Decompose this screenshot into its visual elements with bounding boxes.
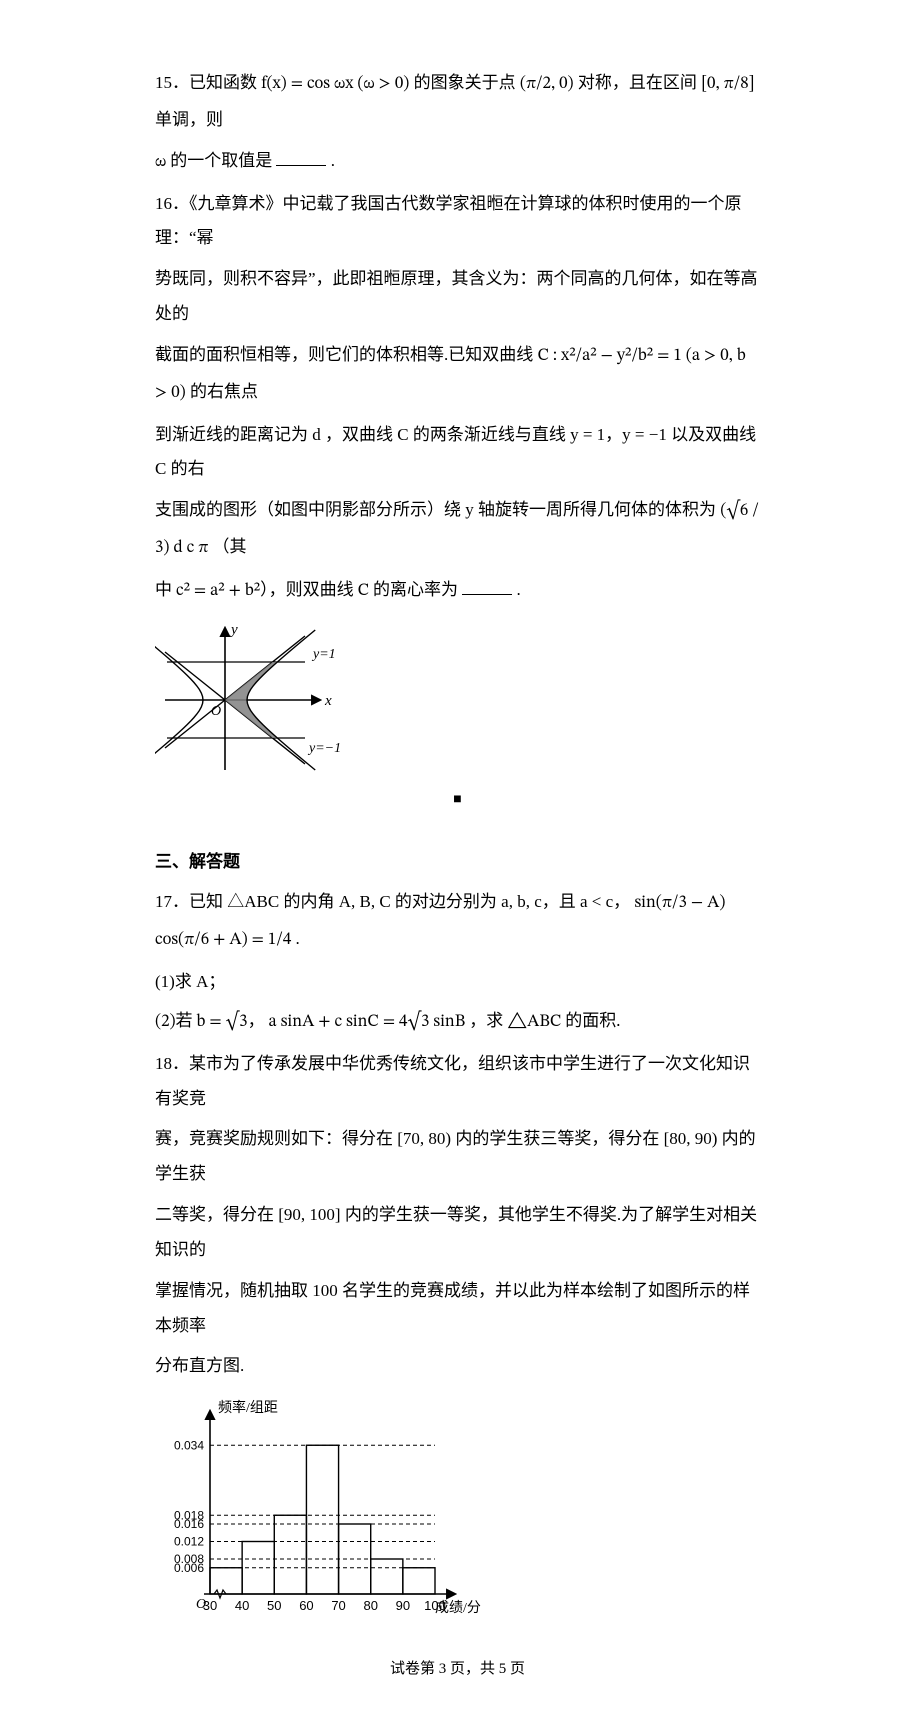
p15-text-f: . xyxy=(331,151,335,170)
p16-text-e2: （其 xyxy=(213,537,247,556)
p16-text-e: 支围成的图形（如图中阴影部分所示）绕 y 轴旋转一周所得几何体的体积为 xyxy=(155,500,720,519)
problem-17-line1: 17．已知 △ABC 的内角 A, B, C 的对边分别为 a, b, c，且 … xyxy=(155,885,760,959)
p15-text-c: 对称，且在区间 xyxy=(578,73,701,92)
problem-15-line2: ω 的一个取值是 . xyxy=(155,144,760,181)
p16-text-c: 截面的面积恒相等，则它们的体积相等.已知双曲线 xyxy=(155,345,538,364)
p15-interval: [0, π/8] xyxy=(701,76,754,93)
svg-text:x: x xyxy=(324,693,332,709)
p16-text-c2: 的右焦点 xyxy=(190,382,258,401)
histogram-svg: 0.0060.0080.0120.0160.0180.0343040506070… xyxy=(155,1394,485,1624)
hyperbola-svg: y x Oy=1 y=−1 xyxy=(155,620,365,780)
svg-text:O: O xyxy=(196,1597,206,1612)
svg-text:y=1: y=1 xyxy=(311,647,336,662)
svg-text:40: 40 xyxy=(235,1598,249,1613)
problem-16-line5: 支围成的图形（如图中阴影部分所示）绕 y 轴旋转一周所得几何体的体积为 (√6 … xyxy=(155,493,760,567)
problem-18-line2: 赛，竞赛奖励规则如下：得分在 [70, 80) 内的学生获三等奖，得分在 [80… xyxy=(155,1122,760,1192)
problem-17-sub2: (2)若 b = √3， a sinA + c sinC = 4√3 sinB … xyxy=(155,1006,760,1041)
p16-blank xyxy=(462,577,512,595)
problem-18-line5: 分布直方图. xyxy=(155,1349,760,1384)
svg-text:0.012: 0.012 xyxy=(174,1535,204,1549)
problem-18-line4: 掌握情况，随机抽取 100 名学生的竞赛成绩，并以此为样本绘制了如图所示的样本频… xyxy=(155,1274,760,1344)
svg-text:0.008: 0.008 xyxy=(174,1552,204,1566)
svg-text:0.018: 0.018 xyxy=(174,1509,204,1523)
problem-16-line3: 截面的面积恒相等，则它们的体积相等.已知双曲线 C : x²/a² − y²/b… xyxy=(155,338,760,412)
figure-histogram: 0.0060.0080.0120.0160.0180.0343040506070… xyxy=(155,1394,760,1624)
svg-text:70: 70 xyxy=(331,1598,345,1613)
problem-16-line4: 到渐近线的距离记为 d ，双曲线 C 的两条渐近线与直线 y = 1，y = −… xyxy=(155,418,760,488)
svg-text:y: y xyxy=(229,622,238,638)
p15-text-e: ω 的一个取值是 xyxy=(155,154,272,171)
section-3-title: 三、解答题 xyxy=(155,845,760,880)
p16-text-f: 中 c² = a² + b²），则双曲线 C 的离心率为 xyxy=(155,583,458,600)
p16-text-g: . xyxy=(516,580,520,599)
svg-text:80: 80 xyxy=(363,1598,377,1613)
svg-text:90: 90 xyxy=(396,1598,410,1613)
problem-18-line1: 18．某市为了传承发展中华优秀传统文化，组织该市中学生进行了一次文化知识有奖竞 xyxy=(155,1047,760,1117)
p15-text-b: 的图象关于点 xyxy=(414,73,520,92)
p15-blank xyxy=(276,148,326,166)
problem-16-line6: 中 c² = a² + b²），则双曲线 C 的离心率为 . xyxy=(155,573,760,610)
p15-text-d: 单调，则 xyxy=(155,110,223,129)
p15-fx: f(x) = cos ωx (ω > 0) xyxy=(261,76,409,93)
problem-17-sub1: (1)求 A； xyxy=(155,965,760,1000)
problem-16-line1: 16．《九章算术》中记载了我国古代数学家祖暅在计算球的体积时使用的一个原理：“幂 xyxy=(155,187,760,257)
svg-text:频率/组距: 频率/组距 xyxy=(218,1399,278,1416)
svg-text:0.034: 0.034 xyxy=(174,1439,204,1453)
svg-text:y=−1: y=−1 xyxy=(307,741,341,756)
problem-18-line3: 二等奖，得分在 [90, 100] 内的学生获一等奖，其他学生不得奖.为了解学生… xyxy=(155,1198,760,1268)
page-footer: 试卷第 3 页，共 5 页 xyxy=(155,1654,760,1685)
figure-hyperbola: y x Oy=1 y=−1 xyxy=(155,620,760,780)
p15-point: (π/2, 0) xyxy=(520,76,574,93)
svg-text:成绩/分: 成绩/分 xyxy=(435,1600,481,1616)
svg-text:50: 50 xyxy=(267,1598,281,1613)
center-square-marker: ■ xyxy=(155,786,760,815)
svg-text:60: 60 xyxy=(299,1598,313,1613)
p17-text-a: 17．已知 △ABC 的内角 A, B, C 的对边分别为 a, b, c，且 … xyxy=(155,892,630,911)
problem-16-line2: 势既同，则积不容异”，此即祖暅原理，其含义为：两个同高的几何体，如在等高处的 xyxy=(155,262,760,332)
p15-text-a: 15．已知函数 xyxy=(155,73,257,92)
p17-text-b: . xyxy=(296,929,300,948)
svg-text:O: O xyxy=(211,704,221,719)
problem-15-line1: 15．已知函数 f(x) = cos ωx (ω > 0) 的图象关于点 (π/… xyxy=(155,66,760,138)
